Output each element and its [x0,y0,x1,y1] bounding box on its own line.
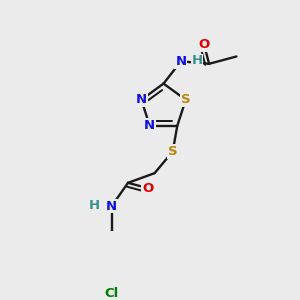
Text: Cl: Cl [105,287,119,300]
Text: N: N [106,200,117,212]
Text: N: N [144,119,155,132]
Text: H: H [89,199,100,212]
Text: H: H [191,54,203,67]
Text: N: N [136,93,147,106]
Text: N: N [176,55,187,68]
Text: S: S [181,93,190,106]
Text: O: O [142,182,153,195]
Text: O: O [198,38,209,51]
Text: S: S [168,145,178,158]
